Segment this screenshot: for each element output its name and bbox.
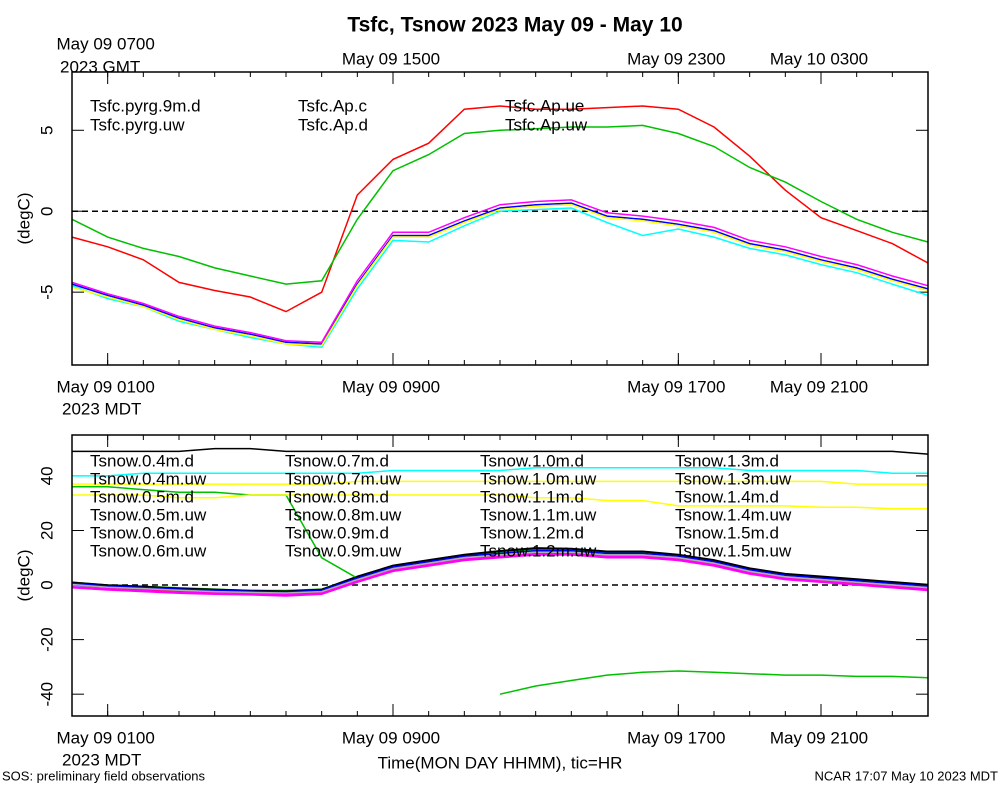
legend-entry: Tsnow.0.9m.d: [285, 523, 389, 542]
y-tick-label: 40: [37, 466, 56, 485]
legend-entry: Tsnow.0.6m.uw: [90, 541, 207, 560]
series-line: [72, 494, 928, 510]
x-tick-label: May 09 2100: [770, 728, 868, 747]
x-top-tick-label: May 09 0700: [57, 34, 155, 53]
series-line: [71, 549, 929, 593]
plot-frame: [71, 71, 929, 366]
legend-entry: Tsnow.1.1m.uw: [480, 505, 597, 524]
legend-entry: Tsnow.0.8m.d: [285, 487, 389, 506]
y-tick-label: 0: [37, 206, 56, 215]
legend-entry: Tsnow.1.3m.uw: [675, 469, 792, 488]
figure-title: Tsfc, Tsnow 2023 May 09 - May 10: [347, 14, 682, 37]
legend-entry: Tsnow.1.2m.uw: [480, 541, 597, 560]
x-top-tick-label: May 09 2300: [627, 49, 725, 68]
footer-right: NCAR 17:07 May 10 2023 MDT: [814, 768, 998, 783]
y-tick-label: -5: [37, 285, 56, 300]
series-line: [71, 124, 929, 285]
x-tick-label: May 09 0900: [342, 377, 440, 396]
legend-entry: Tsfc.pyrg.9m.d: [90, 96, 201, 115]
series-line: [71, 553, 929, 596]
legend-entry: Tsnow.0.5m.d: [90, 487, 194, 506]
series-line: [499, 670, 929, 695]
x-tick-label: May 09 2100: [770, 377, 868, 396]
y-tick-label: 20: [37, 521, 56, 540]
series-line: [71, 552, 929, 595]
legend-entry: Tsnow.1.4m.uw: [675, 505, 792, 524]
x-year-label: 2023 MDT: [62, 399, 141, 418]
footer-left: SOS: preliminary field observations: [2, 768, 206, 783]
y-tick-label: 0: [37, 580, 56, 589]
series-line: [72, 480, 928, 485]
legend-entry: Tsfc.Ap.c: [298, 96, 367, 115]
x-axis-label: Time(MON DAY HHMM), tic=HR: [378, 753, 623, 772]
series-line: [72, 447, 929, 455]
x-tick-label: May 09 0100: [57, 728, 155, 747]
legend-entry: Tsnow.0.6m.d: [90, 523, 194, 542]
legend-entry: Tsnow.1.3m.d: [675, 451, 779, 470]
legend-entry: Tsnow.0.4m.uw: [90, 469, 207, 488]
legend-entry: Tsnow.0.7m.uw: [285, 469, 402, 488]
series-line: [71, 199, 929, 344]
plot-frame: [71, 434, 929, 717]
legend-entry: Tsfc.Ap.d: [298, 115, 368, 134]
series-line: [71, 207, 929, 348]
legend-entry: Tsfc.Ap.ue: [505, 96, 584, 115]
legend-entry: Tsnow.0.9m.uw: [285, 541, 402, 560]
y-tick-label: -20: [37, 627, 56, 652]
x-tick-label: May 09 1700: [627, 377, 725, 396]
x-top-tick-label: May 09 1500: [342, 49, 440, 68]
legend-entry: Tsnow.1.4m.d: [675, 487, 779, 506]
x-year-label: 2023 MDT: [62, 750, 141, 769]
y-tick-label: -40: [37, 682, 56, 707]
legend-entry: Tsnow.0.8m.uw: [285, 505, 402, 524]
legend-entry: Tsnow.1.0m.uw: [480, 469, 597, 488]
x-tick-label: May 09 1700: [627, 728, 725, 747]
y-axis-label: (degC): [14, 193, 33, 245]
legend-entry: Tsnow.0.7m.d: [285, 451, 389, 470]
series-line: [72, 466, 928, 477]
legend-entry: Tsnow.1.1m.d: [480, 487, 584, 506]
legend-entry: Tsnow.1.0m.d: [480, 451, 584, 470]
legend-entry: Tsnow.0.5m.uw: [90, 505, 207, 524]
x-tick-label: May 09 0100: [57, 377, 155, 396]
legend-entry: Tsfc.pyrg.uw: [90, 115, 185, 134]
y-tick-label: 5: [37, 126, 56, 135]
legend-entry: Tsfc.Ap.uw: [505, 115, 588, 134]
series-line: [71, 105, 929, 313]
legend-entry: Tsnow.1.2m.d: [480, 523, 584, 542]
series-line: [71, 202, 929, 345]
y-axis-label: (degC): [14, 550, 33, 602]
series-line: [71, 551, 929, 594]
x-top-tick-label: May 10 0300: [770, 49, 868, 68]
legend-entry: Tsnow.0.4m.d: [90, 451, 194, 470]
legend-entry: Tsnow.1.5m.d: [675, 523, 779, 542]
x-tick-label: May 09 0900: [342, 728, 440, 747]
legend-entry: Tsnow.1.5m.uw: [675, 541, 792, 560]
series-line: [71, 203, 929, 347]
